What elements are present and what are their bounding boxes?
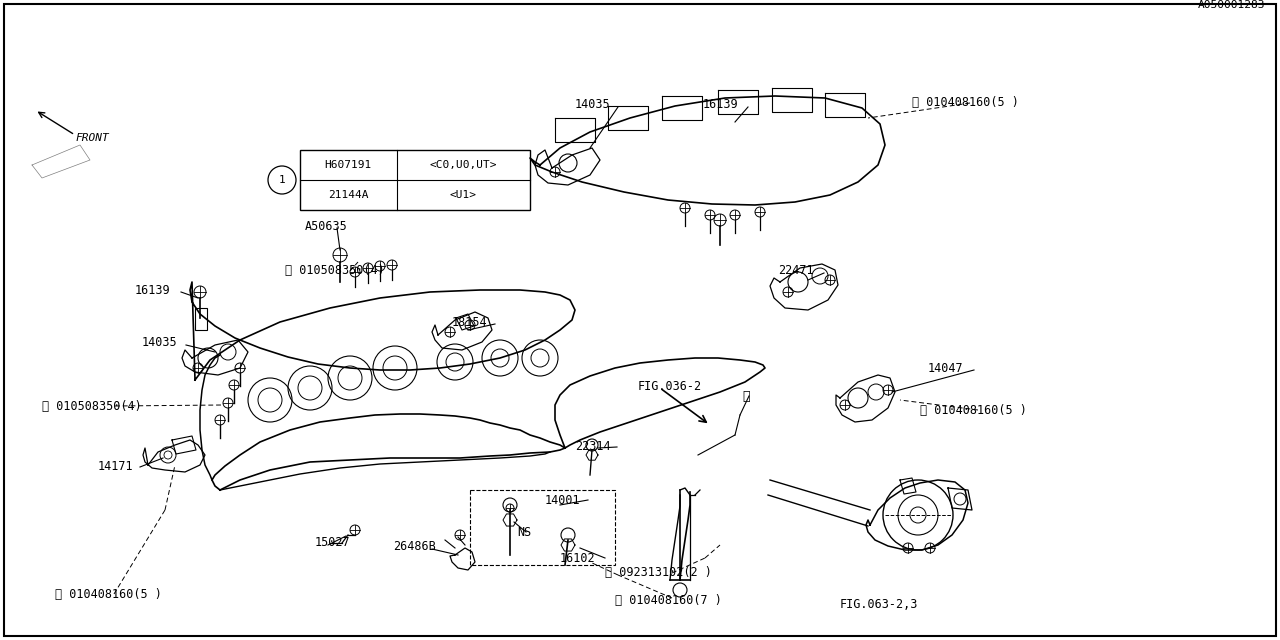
Text: A050001283: A050001283 — [1198, 0, 1265, 10]
Circle shape — [268, 166, 296, 194]
Text: Ⓑ 010408160(7 ): Ⓑ 010408160(7 ) — [614, 593, 722, 607]
Text: FIG.063-2,3: FIG.063-2,3 — [840, 598, 918, 611]
Text: FIG.036-2: FIG.036-2 — [637, 381, 703, 394]
Text: Ⓑ 010508350(4): Ⓑ 010508350(4) — [42, 399, 142, 413]
Text: Ⓢ 092313102(2 ): Ⓢ 092313102(2 ) — [605, 566, 712, 579]
Text: 16102: 16102 — [561, 552, 595, 564]
Text: 14171: 14171 — [99, 460, 133, 472]
Text: ①: ① — [742, 390, 750, 403]
Text: Ⓑ 010408160(5 ): Ⓑ 010408160(5 ) — [920, 403, 1027, 417]
Text: Ⓑ 010408160(5 ): Ⓑ 010408160(5 ) — [55, 589, 161, 602]
Text: 14001: 14001 — [545, 493, 581, 506]
Text: 21144A: 21144A — [328, 190, 369, 200]
Bar — [195, 308, 207, 330]
Text: Ⓑ 010508350(4): Ⓑ 010508350(4) — [285, 264, 385, 278]
Text: 18154: 18154 — [452, 317, 488, 330]
Bar — [470, 490, 614, 565]
Text: <U1>: <U1> — [449, 190, 477, 200]
Text: 26486B: 26486B — [393, 541, 435, 554]
Text: H607191: H607191 — [325, 160, 372, 170]
Text: NS: NS — [517, 525, 531, 538]
Text: 22471: 22471 — [778, 264, 814, 278]
Text: FRONT: FRONT — [76, 133, 109, 143]
Text: 14047: 14047 — [928, 362, 964, 374]
Text: 14035: 14035 — [142, 337, 178, 349]
Text: 1: 1 — [279, 175, 285, 185]
Text: Ⓑ 010408160(5 ): Ⓑ 010408160(5 ) — [911, 97, 1019, 109]
Text: 22314: 22314 — [575, 440, 611, 454]
Text: 16139: 16139 — [134, 285, 170, 298]
Text: A50635: A50635 — [305, 220, 348, 232]
Text: 16139: 16139 — [703, 99, 739, 111]
Text: 15027: 15027 — [315, 536, 351, 550]
Bar — [300, 150, 530, 210]
Text: <C0,U0,UT>: <C0,U0,UT> — [430, 160, 497, 170]
Text: 14035: 14035 — [575, 99, 611, 111]
